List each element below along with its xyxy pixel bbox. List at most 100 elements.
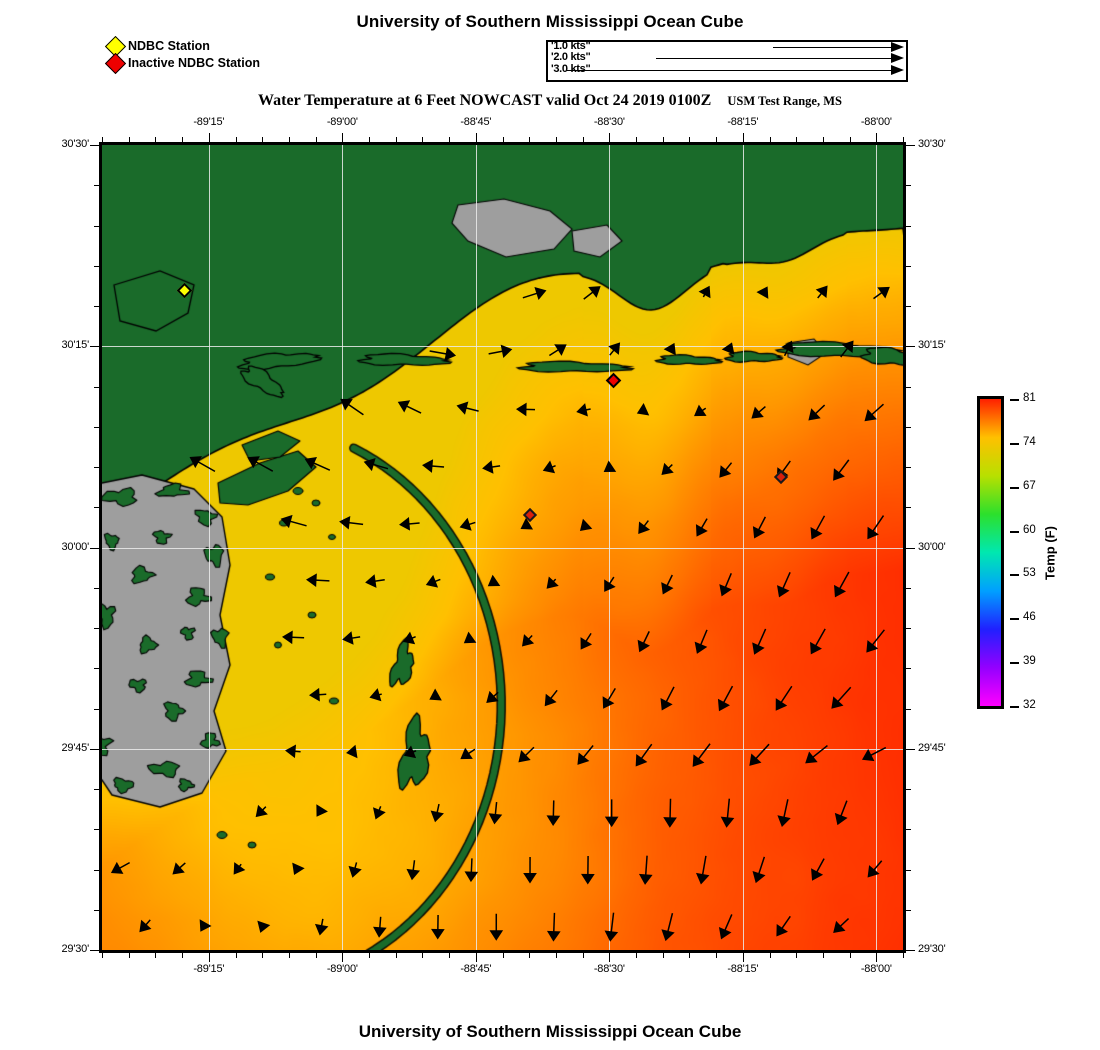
current-vector-arrow	[867, 514, 885, 539]
current-vector-arrow	[776, 571, 791, 597]
current-vector-arrow	[520, 517, 534, 529]
y-tick-minor	[94, 909, 99, 911]
current-vector-arrow	[719, 572, 732, 596]
y-tick-minor	[906, 467, 911, 468]
current-vector-arrow	[661, 912, 675, 941]
colorbar-tick-label: 53	[1023, 567, 1036, 580]
current-vector-arrow	[305, 572, 329, 587]
x-tick-minor	[609, 953, 611, 962]
current-vector-arrow	[661, 574, 674, 595]
vector-legend-label-3: '3.0 kts"	[551, 62, 591, 75]
current-vector-arrow	[861, 746, 886, 761]
legend-label-inactive-ndbc: Inactive NDBC Station	[128, 55, 260, 70]
y-axis-label: 29'45'	[918, 741, 946, 754]
y-tick-minor	[906, 829, 911, 831]
current-vector-arrow	[833, 571, 850, 597]
y-tick-minor	[94, 426, 99, 428]
current-vector-arrow	[751, 405, 766, 419]
y-axis-label: 29'45'	[61, 741, 90, 754]
current-vector-arrow	[756, 285, 768, 299]
y-axis-label: 30'30'	[61, 138, 90, 150]
current-vector-arrow	[831, 686, 852, 709]
current-vector-arrow	[139, 918, 152, 932]
current-vector-arrow	[171, 861, 186, 874]
x-tick-minor	[609, 133, 611, 142]
current-vector-arrow	[189, 455, 215, 472]
current-vector-arrow	[429, 346, 456, 361]
legend-label-ndbc: NDBC Station	[128, 38, 210, 53]
y-axis-label: 30'00'	[61, 540, 90, 553]
current-vector-arrow	[459, 517, 476, 531]
x-tick-minor	[822, 137, 824, 142]
current-vector-arrow	[489, 913, 503, 941]
current-vector-arrow	[369, 687, 382, 701]
current-vector-arrow	[372, 916, 387, 938]
colorbar-tick	[1010, 486, 1019, 489]
current-vector-arrow	[406, 859, 421, 880]
chart-region-label: USM Test Range, MS	[727, 94, 842, 108]
y-tick-minor	[906, 547, 915, 549]
y-tick-minor	[906, 668, 911, 670]
current-vector-arrow	[809, 628, 826, 654]
current-vector-arrow	[521, 633, 534, 647]
x-tick-minor	[876, 133, 878, 142]
current-vector-arrow	[430, 803, 444, 822]
x-tick-minor	[502, 953, 504, 958]
current-vector-arrow	[748, 743, 770, 766]
y-tick-minor	[94, 185, 99, 187]
y-tick-minor	[906, 145, 915, 146]
y-tick-minor	[906, 306, 911, 307]
legend-item-ndbc-station: NDBC Station	[104, 35, 260, 57]
x-tick-minor	[235, 137, 237, 142]
current-vector-arrow	[544, 689, 558, 706]
current-vector-arrow	[775, 685, 793, 711]
y-tick-minor	[94, 668, 99, 670]
x-tick-minor	[742, 133, 744, 142]
colorbar-tick	[1010, 706, 1019, 708]
x-tick-minor	[422, 953, 424, 958]
x-axis-label: -89'15'	[193, 116, 225, 128]
x-tick-minor	[475, 953, 477, 962]
colorbar-tick-label: 60	[1023, 523, 1036, 536]
current-vector-arrow	[692, 742, 711, 767]
current-vector-arrow	[698, 285, 711, 298]
legend-item-inactive-ndbc-station: Inactive NDBC Station	[104, 52, 260, 74]
current-vector-arrow	[839, 339, 854, 357]
colorbar-tick-label: 67	[1023, 479, 1036, 492]
y-tick-minor	[90, 145, 99, 146]
y-tick-minor	[906, 265, 911, 267]
current-vector-arrow	[638, 519, 650, 534]
current-vector-arrow	[635, 743, 652, 766]
x-tick-minor	[796, 953, 798, 958]
y-tick-minor	[906, 950, 915, 951]
current-vector-arrow	[345, 744, 358, 758]
x-tick-minor	[128, 137, 130, 142]
current-vector-arrow	[515, 402, 535, 416]
current-vector-arrow	[721, 341, 735, 355]
x-tick-minor	[288, 953, 290, 958]
y-tick-minor	[90, 346, 99, 348]
temperature-colorbar	[977, 396, 1004, 709]
x-tick-minor	[395, 953, 397, 958]
y-tick-minor	[94, 587, 99, 589]
x-tick-minor	[369, 953, 370, 958]
current-vector-arrow	[348, 861, 363, 878]
y-tick-minor	[906, 869, 911, 871]
current-vector-arrow	[608, 341, 621, 356]
current-vector-arrow	[873, 286, 891, 299]
current-vector-arrow	[694, 629, 708, 654]
map-plot-area[interactable]	[99, 142, 906, 953]
current-vector-arrow	[363, 457, 388, 471]
y-axis-label: 30'00'	[918, 540, 946, 553]
x-tick-minor	[315, 953, 317, 958]
x-tick-minor	[636, 953, 637, 958]
colorbar-tick	[1010, 399, 1019, 401]
colorbar-tick-label: 74	[1023, 435, 1036, 448]
current-vector-arrow	[718, 913, 733, 939]
vector-legend-line-1	[773, 47, 891, 48]
x-tick-minor	[555, 953, 557, 958]
current-vector-arrow	[866, 628, 885, 653]
y-axis-label: 30'15'	[918, 339, 946, 352]
y-tick-minor	[94, 789, 99, 790]
x-tick-minor	[529, 137, 531, 142]
